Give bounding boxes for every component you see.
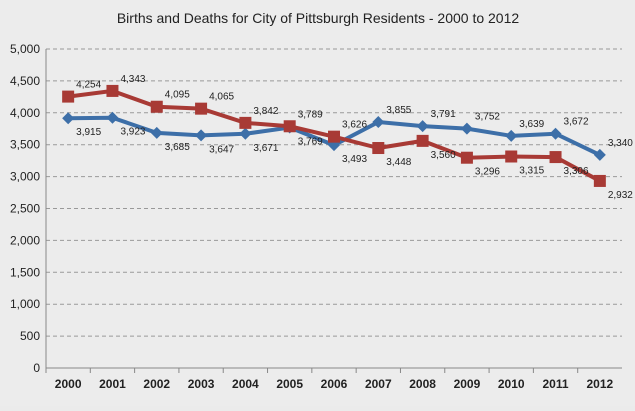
x-tick-label: 2000 [55,377,82,391]
data-point [150,100,163,113]
data-point [416,134,429,147]
x-tick-label: 2003 [188,377,215,391]
data-label: 3,842 [253,106,278,117]
data-point [505,150,518,163]
data-point [283,120,296,133]
data-point [106,111,119,124]
data-label: 2,932 [608,190,633,201]
x-tick-label: 2004 [232,377,259,391]
data-point [460,151,473,164]
data-label: 3,448 [386,157,411,168]
y-tick-label: 1,500 [10,265,40,279]
y-tick-label: 3,000 [10,170,40,184]
x-tick-label: 2005 [276,377,303,391]
y-tick-label: 0 [33,361,40,375]
data-label: 3,647 [209,144,234,155]
data-label: 3,315 [519,166,544,177]
data-point [416,120,429,133]
data-label: 3,915 [76,127,101,138]
data-label: 4,343 [120,74,145,85]
data-point [239,127,252,140]
y-tick-label: 4,000 [10,106,40,120]
y-tick-label: 3,500 [10,138,40,152]
data-point [150,126,163,139]
data-label: 3,560 [431,150,456,161]
data-point [460,122,473,135]
data-label: 3,306 [564,166,589,177]
data-label: 3,855 [386,105,411,116]
data-point [549,151,562,164]
data-point [372,142,385,155]
chart-title: Births and Deaths for City of Pittsburgh… [117,10,520,26]
x-tick-label: 2009 [454,377,481,391]
data-label: 3,296 [475,167,500,178]
data-point [106,84,119,97]
x-tick-label: 2002 [143,377,170,391]
data-label: 4,065 [209,92,234,103]
data-point [549,127,562,140]
data-label: 4,095 [165,90,190,101]
data-label: 4,254 [76,80,101,91]
y-tick-label: 2,000 [10,233,40,247]
y-tick-label: 4,500 [10,74,40,88]
x-tick-label: 2011 [543,377,569,391]
x-tick-label: 2006 [321,377,348,391]
data-point [593,148,606,161]
data-label: 3,791 [431,109,456,120]
data-point [372,116,385,129]
data-label: 3,672 [564,117,589,128]
y-tick-label: 1,000 [10,297,40,311]
data-label: 3,923 [120,127,145,138]
y-tick-label: 2,500 [10,202,40,216]
data-label: 3,639 [519,119,544,130]
data-point [195,129,208,142]
data-label: 3,752 [475,112,500,123]
data-label: 3,789 [298,109,323,120]
data-point [239,116,252,129]
data-point [62,90,75,103]
y-tick-label: 500 [20,329,40,343]
y-tick-label: 5,000 [10,42,40,56]
data-label: 3,685 [165,142,190,153]
data-label: 3,769 [298,137,323,148]
x-tick-label: 2007 [365,377,392,391]
x-tick-label: 2001 [99,377,126,391]
x-tick-label: 2008 [409,377,436,391]
x-tick-label: 2012 [586,377,613,391]
data-label: 3,626 [342,120,367,131]
data-point [505,129,518,142]
data-label: 3,493 [342,154,367,165]
data-label: 3,671 [253,143,278,154]
data-label: 3,340 [608,138,633,149]
data-point [62,112,75,125]
data-point [195,102,208,115]
data-point [328,130,340,143]
x-tick-label: 2010 [498,377,525,391]
data-point [593,174,606,187]
